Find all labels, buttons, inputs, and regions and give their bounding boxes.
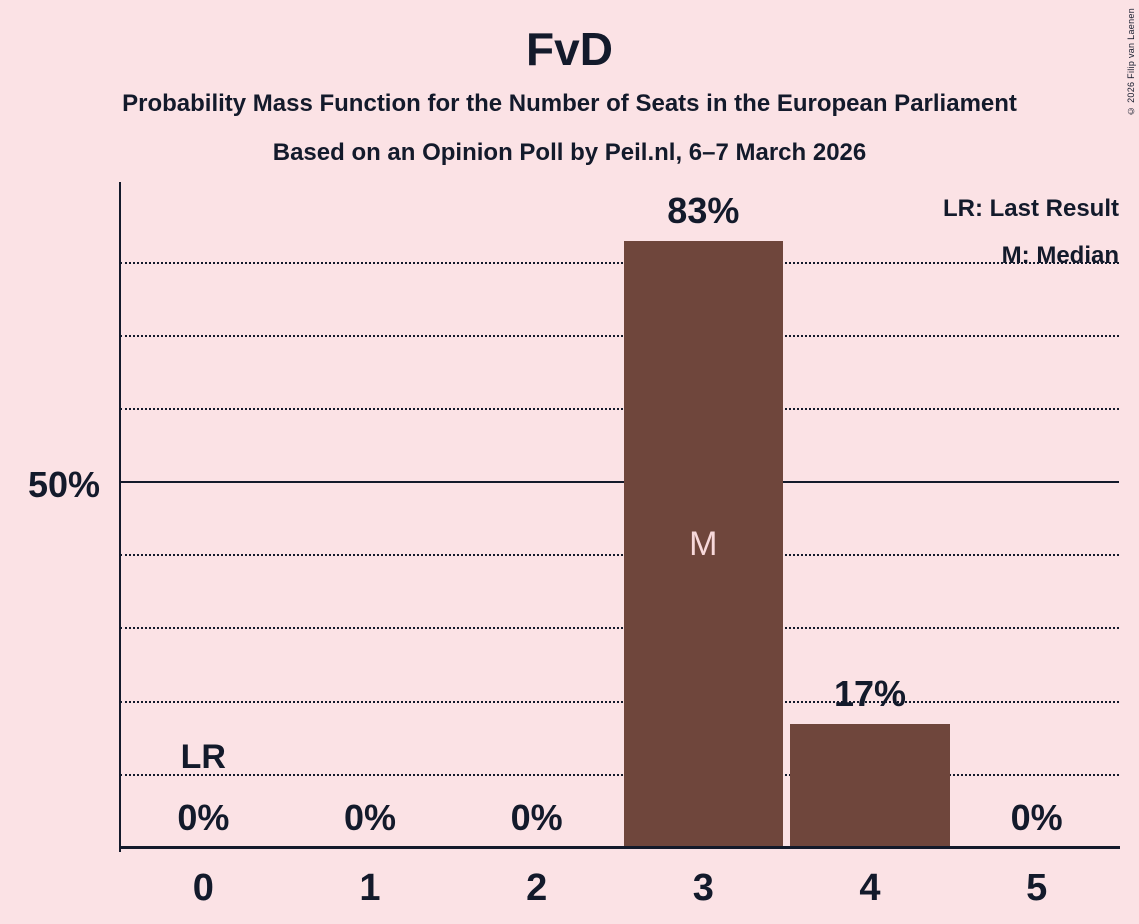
- bar-value-label-5: 0%: [1010, 797, 1063, 838]
- x-tick-label-1: 1: [359, 867, 381, 909]
- last-result-marker: LR: [180, 737, 226, 776]
- legend-last-result: LR: Last Result: [942, 195, 1119, 222]
- legend: LR: Last Result M: Median: [943, 185, 1119, 279]
- bar-seats-4: [790, 723, 950, 848]
- gridline-80pct: [120, 261, 1119, 264]
- x-tick-label-2: 2: [526, 867, 548, 909]
- x-tick-label-5: 5: [1026, 867, 1048, 909]
- x-tick-label-4: 4: [859, 867, 881, 909]
- gridline-40pct: [120, 554, 1119, 557]
- chart-subtitle: Probability Mass Function for the Number…: [122, 90, 1017, 117]
- legend-median: M: Median: [1001, 242, 1119, 269]
- x-tick-label-3: 3: [692, 867, 714, 909]
- gridline-60pct: [120, 407, 1119, 410]
- chart-source-line: Based on an Opinion Poll by Peil.nl, 6–7…: [272, 139, 867, 166]
- gridline-30pct: [120, 627, 1119, 630]
- median-marker: M: [689, 525, 718, 564]
- y-axis-line: [119, 182, 121, 852]
- bar-value-label-4: 17%: [833, 672, 907, 714]
- bar-value-label-2: 0%: [510, 797, 563, 838]
- bar-value-label-3: 83%: [667, 189, 740, 231]
- x-axis-line: [119, 846, 1120, 849]
- copyright-notice: © 2026 Filip van Laenen: [1126, 8, 1136, 116]
- bar-seats-3: [623, 240, 784, 848]
- gridline-20pct: [120, 700, 1119, 703]
- bar-value-label-1: 0%: [343, 797, 397, 838]
- chart-title: FvD: [526, 23, 613, 75]
- x-tick-label-0: 0: [192, 867, 214, 909]
- bar-value-label-0: 0%: [177, 797, 230, 838]
- gridline-50pct: [120, 481, 1119, 484]
- y-axis-tick-label: 50%: [27, 464, 100, 505]
- gridline-10pct: [120, 773, 1119, 776]
- gridline-70pct: [120, 334, 1119, 337]
